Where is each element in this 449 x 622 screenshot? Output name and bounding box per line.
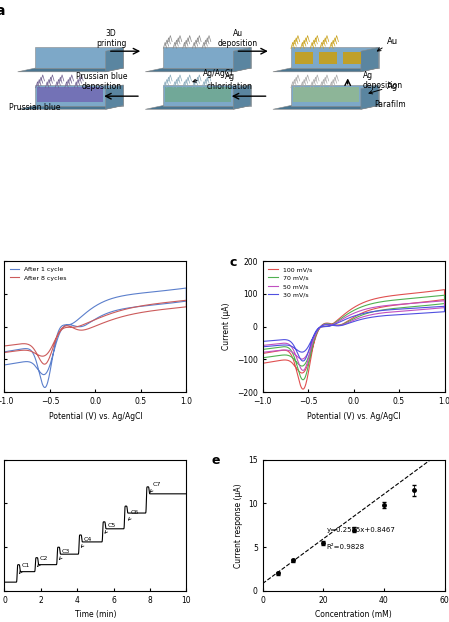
Polygon shape [295, 52, 313, 64]
Polygon shape [106, 85, 123, 109]
Polygon shape [38, 87, 103, 102]
Polygon shape [291, 85, 379, 106]
Text: Parafilm: Parafilm [374, 100, 406, 109]
Polygon shape [35, 85, 123, 106]
Text: Au: Au [377, 37, 398, 51]
Polygon shape [35, 47, 123, 68]
Polygon shape [145, 68, 251, 72]
Polygon shape [233, 47, 251, 72]
Polygon shape [145, 106, 251, 109]
X-axis label: Potential (V) vs. Ag/AgCl: Potential (V) vs. Ag/AgCl [307, 412, 401, 420]
Text: C7: C7 [150, 482, 161, 492]
X-axis label: Time (min): Time (min) [75, 610, 116, 620]
Polygon shape [163, 47, 251, 68]
Polygon shape [163, 85, 251, 106]
Legend: After 1 cycle, After 8 cycles: After 1 cycle, After 8 cycles [8, 264, 70, 283]
Polygon shape [319, 52, 337, 64]
Text: Prussian blue: Prussian blue [9, 103, 60, 112]
Text: C3: C3 [59, 549, 70, 559]
Polygon shape [343, 52, 361, 64]
Polygon shape [361, 47, 379, 72]
Legend: 100 mV/s, 70 mV/s, 50 mV/s, 30 mV/s: 100 mV/s, 70 mV/s, 50 mV/s, 30 mV/s [266, 264, 315, 300]
Text: C5: C5 [105, 523, 115, 533]
Text: Ag
chloridation: Ag chloridation [207, 72, 253, 91]
Polygon shape [233, 85, 251, 109]
Polygon shape [106, 47, 123, 72]
Text: C6: C6 [128, 510, 139, 520]
Text: a: a [0, 4, 5, 18]
Text: C1: C1 [19, 564, 30, 573]
Polygon shape [18, 106, 123, 109]
Text: y=0.2555x+0.8467: y=0.2555x+0.8467 [326, 527, 395, 533]
Text: Prussian blue
deposition: Prussian blue deposition [76, 72, 128, 91]
Y-axis label: Current response (μA): Current response (μA) [233, 483, 242, 568]
X-axis label: Potential (V) vs. Ag/AgCl: Potential (V) vs. Ag/AgCl [48, 412, 142, 420]
Polygon shape [361, 85, 379, 109]
Text: Ag/AgCl: Ag/AgCl [193, 68, 233, 82]
Polygon shape [293, 87, 359, 102]
Text: 3D
printing: 3D printing [96, 29, 126, 49]
Polygon shape [18, 68, 123, 72]
Text: c: c [230, 256, 238, 269]
Polygon shape [273, 68, 379, 72]
Text: Au
deposition: Au deposition [218, 29, 258, 49]
Polygon shape [273, 106, 379, 109]
Text: e: e [212, 455, 220, 468]
Polygon shape [165, 87, 231, 102]
Y-axis label: Current (μA): Current (μA) [222, 303, 231, 350]
X-axis label: Concentration (mM): Concentration (mM) [315, 610, 392, 620]
Text: Ag: Ag [369, 81, 398, 94]
Text: C2: C2 [38, 556, 48, 567]
Text: C4: C4 [81, 537, 92, 547]
Text: R²=0.9828: R²=0.9828 [326, 544, 365, 550]
Text: Ag
deposition: Ag deposition [363, 70, 403, 90]
Polygon shape [291, 47, 379, 68]
